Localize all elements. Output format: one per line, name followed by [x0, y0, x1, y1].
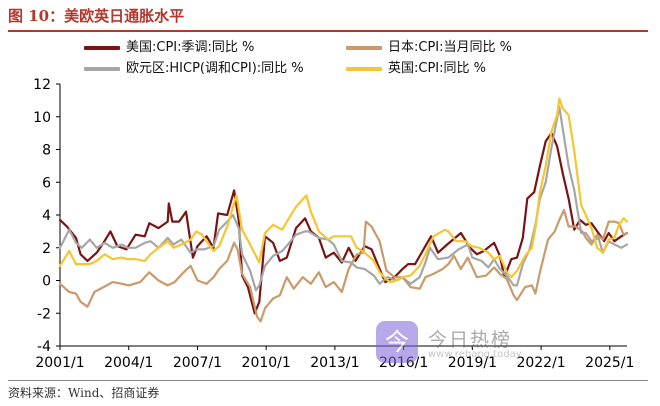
x-tick-label: 2010/1: [242, 355, 291, 371]
legend-swatch-uk: [346, 67, 382, 71]
figure-title: 图 10：美欧英日通胀水平: [8, 3, 648, 29]
y-tick-label: -2: [37, 306, 51, 322]
series-line-ez: [58, 105, 629, 292]
series-line-uk: [58, 97, 629, 284]
y-tick-label: 6: [42, 175, 51, 191]
series-line-jp: [58, 209, 629, 323]
x-tick-label: 2019/1: [448, 355, 497, 371]
chart-area: -4 -2 0 2 4 6 8 10 12 2001/1 2004/1 2007/1 2010/1 201…: [33, 77, 634, 371]
y-tick-label: 4: [42, 208, 51, 224]
x-tick-label: 2022/1: [516, 355, 565, 371]
legend-label-uk: 英国:CPI:同比 %: [388, 61, 486, 76]
y-tick-label: 12: [33, 77, 51, 93]
watermark-logo-icon: 今: [376, 321, 418, 363]
y-tick-label: 0: [42, 274, 51, 290]
y-tick-label: 2: [42, 241, 51, 257]
watermark-url: www.rebang.today: [428, 349, 522, 360]
y-tick-label: 8: [42, 143, 51, 159]
legend-swatch-jp: [346, 46, 382, 50]
y-tick-label: -4: [37, 339, 51, 355]
x-tick-label: 2013/1: [310, 355, 359, 371]
source-rule: [8, 380, 648, 381]
series-line-us: [58, 132, 629, 315]
x-tick-label: 2025/1: [585, 355, 634, 371]
legend-swatch-ez: [84, 67, 120, 71]
figure-title-text: 美欧英日通胀水平: [64, 7, 185, 25]
source-note: 资料来源：Wind、招商证券: [8, 386, 160, 400]
figure-label: 图 10：: [8, 7, 65, 25]
legend-label-us: 美国:CPI:季调:同比 %: [126, 40, 255, 55]
watermark-text: 今日热榜: [428, 329, 513, 351]
watermark: 今 今日热榜 www.rebang.today: [376, 321, 606, 365]
x-tick-label: 2007/1: [173, 355, 222, 371]
x-tick-label: 2001/1: [35, 355, 84, 371]
title-rule: [8, 30, 648, 32]
legend-swatch-us: [84, 46, 120, 50]
x-tick-label: 2004/1: [104, 355, 153, 371]
legend-label-ez: 欧元区:HICP(调和CPI):同比 %: [126, 61, 304, 76]
legend-label-jp: 日本:CPI:当月同比 %: [388, 40, 512, 55]
y-tick-label: 10: [33, 110, 51, 126]
